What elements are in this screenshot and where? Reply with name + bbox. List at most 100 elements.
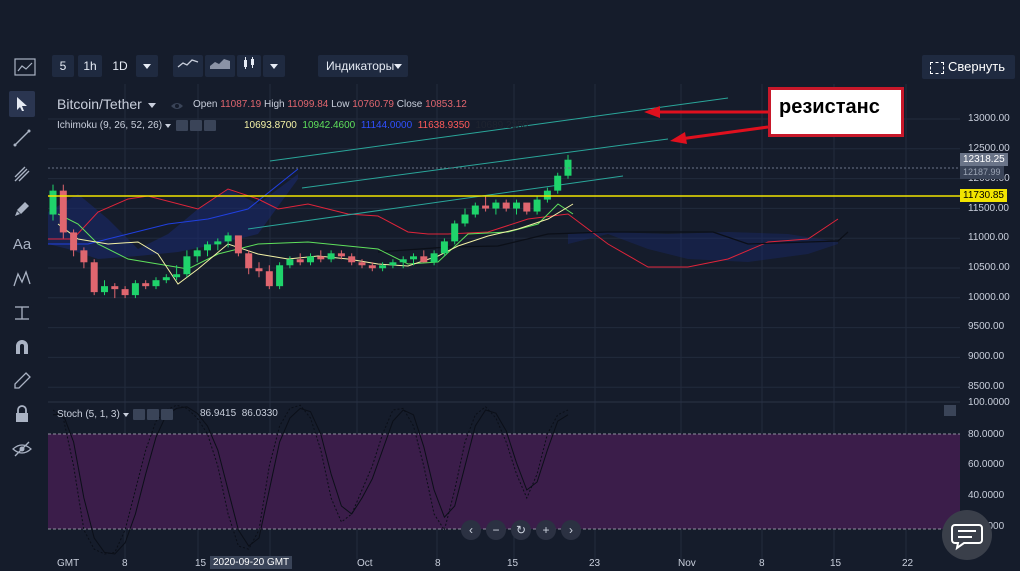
stoch-legend[interactable]: Stoch (5, 1, 3) <box>57 409 174 421</box>
stoch-tick: 100.0000 <box>968 397 1010 408</box>
ohlc-legend: Open 11087.19 High 11099.84 Low 10760.79… <box>193 99 467 110</box>
hide-eye-icon[interactable] <box>9 436 35 462</box>
pattern-icon[interactable] <box>9 266 35 292</box>
stoch-label: Stoch (5, 1, 3) <box>57 409 120 421</box>
cloud-area <box>568 232 838 262</box>
chevron-down-icon <box>164 123 171 128</box>
candle-body <box>193 250 201 257</box>
candle-body <box>440 241 448 254</box>
chevron-down-icon <box>394 64 402 69</box>
candle-body <box>358 262 366 266</box>
chat-button[interactable] <box>942 510 992 560</box>
cloud-area <box>48 174 298 259</box>
candle-body <box>307 256 314 263</box>
ichimoku-kijun: 10942.4600 <box>302 120 356 131</box>
trend-line <box>301 138 669 189</box>
trend-line <box>269 97 729 162</box>
cursor-icon[interactable] <box>9 91 35 117</box>
date-tick: 23 <box>589 558 601 569</box>
date-tick: Oct <box>357 558 373 569</box>
symbol-title[interactable]: Bitcoin/Tether <box>57 96 156 112</box>
candle-body <box>389 262 397 266</box>
brush-icon[interactable] <box>9 196 35 222</box>
eye-icon[interactable] <box>133 409 146 420</box>
close-icon[interactable] <box>161 409 174 420</box>
span-a-line <box>48 168 299 245</box>
scroll-right-button[interactable]: › <box>561 520 581 540</box>
pencil-ruler-icon[interactable] <box>9 368 35 394</box>
reset-button[interactable]: ↻ <box>511 520 531 540</box>
visibility-eye-icon[interactable] <box>170 98 184 109</box>
fork-tool-icon[interactable] <box>9 161 35 187</box>
gear-icon[interactable] <box>189 120 202 131</box>
price-tick: 10500.00 <box>968 262 1010 273</box>
candle-body <box>49 190 57 215</box>
interval-5[interactable]: 5 <box>52 55 74 77</box>
eye-icon[interactable] <box>175 120 188 131</box>
lock-icon[interactable] <box>9 401 35 427</box>
stoch-series <box>52 404 569 555</box>
zoom-in-button[interactable]: + <box>536 520 556 540</box>
gear-icon[interactable] <box>147 409 160 420</box>
candle-body <box>368 265 376 269</box>
candle-body <box>162 277 170 281</box>
candle-body <box>183 256 191 275</box>
indicators-button[interactable]: Индикаторы <box>318 55 408 77</box>
collapse-icon <box>930 61 944 74</box>
candle-body <box>265 271 273 287</box>
area-chart-icon[interactable] <box>205 55 235 77</box>
interval-dropdown[interactable] <box>136 55 158 77</box>
expand-pane-icon[interactable] <box>944 405 956 416</box>
trend-line <box>247 175 624 230</box>
low-label: Low <box>331 99 350 110</box>
stoch-tick: 80.0000 <box>968 429 1005 440</box>
text-tool-icon[interactable]: Aa <box>12 235 32 253</box>
candlestick-series <box>49 154 572 299</box>
tenkan-line <box>57 203 574 285</box>
price-tick: 12500.00 <box>968 143 1010 154</box>
interval-1d[interactable]: 1D <box>112 59 128 73</box>
chart-panel-icon[interactable] <box>14 58 36 76</box>
stoch-tick: 60.0000 <box>968 459 1005 470</box>
ichimoku-chikou: 10689.2350 <box>475 120 529 131</box>
zoom-out-button[interactable]: − <box>486 520 506 540</box>
drawing-tools-panel: Aa <box>0 84 46 571</box>
scroll-left-button[interactable]: ‹ <box>461 520 481 540</box>
candle-body <box>276 265 284 287</box>
candle-body <box>543 190 551 200</box>
price-chart[interactable] <box>48 84 960 571</box>
line-chart-icon[interactable] <box>173 55 203 77</box>
chat-icon <box>951 524 983 551</box>
ichimoku-legend[interactable]: Ichimoku (9, 26, 52, 26) <box>57 120 216 131</box>
close-icon[interactable] <box>203 120 216 131</box>
candle-chart-icon[interactable] <box>237 55 261 77</box>
date-tick: 15 <box>195 558 207 569</box>
candle-body <box>173 274 181 278</box>
resistance-lines <box>247 97 729 230</box>
measure-icon[interactable] <box>9 300 35 326</box>
candle-body <box>410 256 417 260</box>
date-tick: Nov <box>678 558 696 569</box>
trend-line-icon[interactable] <box>9 125 35 151</box>
candle-body <box>482 205 490 209</box>
open-label: Open <box>193 99 218 110</box>
stoch-k-line <box>52 404 569 555</box>
price-tick: 11000.00 <box>968 232 1009 243</box>
candle-body <box>502 202 510 209</box>
price-tick: 9000.00 <box>968 351 1005 362</box>
magnet-icon[interactable] <box>9 334 35 360</box>
candle-body <box>101 286 108 293</box>
stoch-k-value: 86.9415 <box>200 408 237 419</box>
open-value: 11087.19 <box>220 99 262 110</box>
chevron-down-icon <box>122 412 129 417</box>
candle-body <box>204 244 211 251</box>
collapse-button[interactable]: Свернуть <box>922 55 1015 79</box>
interval-1h[interactable]: 1h <box>78 55 102 77</box>
stoch-values: 86.9415 86.0330 <box>200 408 278 419</box>
candle-body <box>152 280 160 287</box>
chart-type-dropdown[interactable] <box>263 55 285 77</box>
date-tick: 8 <box>122 558 128 569</box>
price-tick: 10000.00 <box>968 292 1010 303</box>
candle-body <box>471 205 479 215</box>
crosshair-date-tag: 2020-09-20 GMT <box>210 556 293 569</box>
